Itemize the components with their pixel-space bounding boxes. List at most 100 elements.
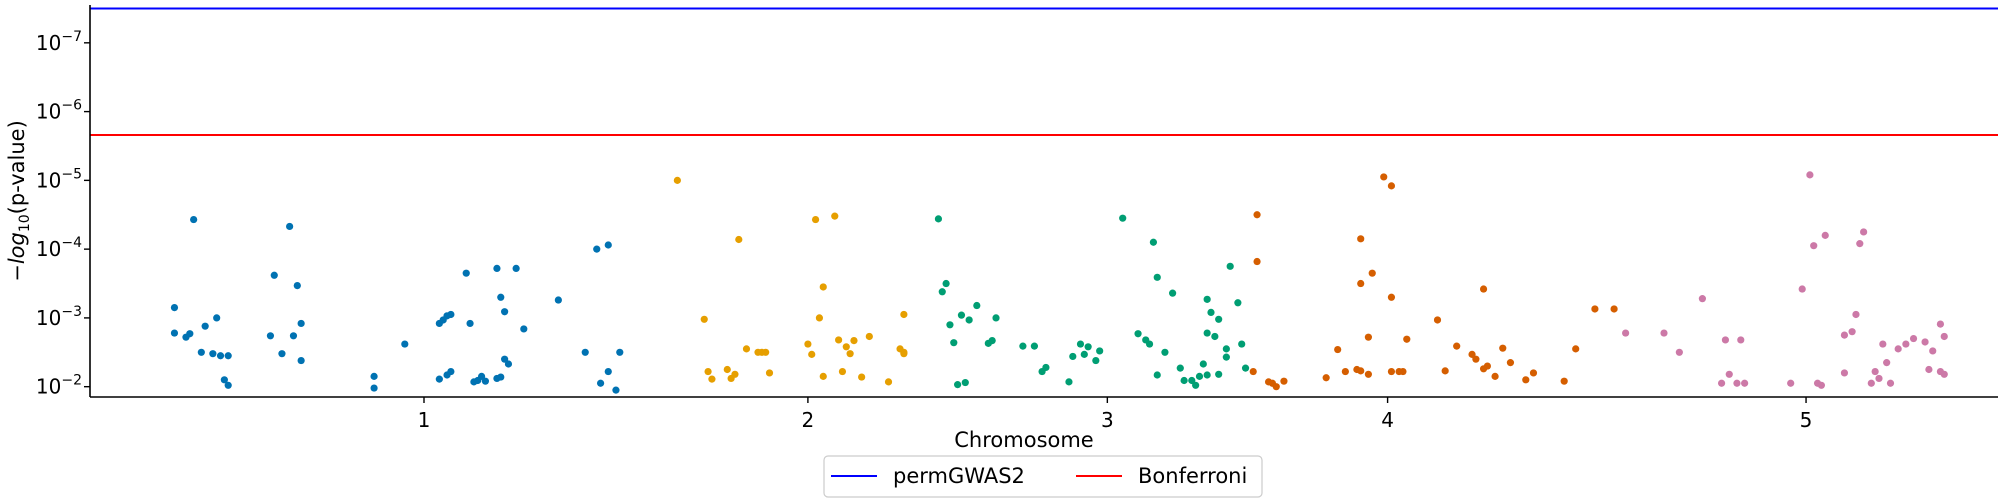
data-point-chr4 <box>1572 345 1580 353</box>
data-point-chr2 <box>731 370 739 378</box>
data-point-chr1 <box>286 222 294 231</box>
data-point-chr5 <box>1733 379 1741 387</box>
data-point-chr5 <box>1909 334 1918 343</box>
data-point-chr5 <box>1806 171 1814 179</box>
data-point-chr3 <box>1176 364 1184 372</box>
data-point-chr3 <box>1076 340 1085 348</box>
data-point-chr3 <box>961 378 969 387</box>
data-point-chr4 <box>1249 367 1257 376</box>
data-point-chr5 <box>1817 381 1826 389</box>
data-point-chr1 <box>370 384 378 392</box>
data-point-chr3 <box>1195 372 1204 380</box>
data-point-chr4 <box>1341 367 1349 376</box>
data-point-chr5 <box>1737 336 1745 344</box>
data-point-chr1 <box>297 319 305 328</box>
data-point-chr3 <box>1092 356 1100 365</box>
data-point-chr1 <box>447 310 455 319</box>
data-point-chr4 <box>1387 182 1396 190</box>
data-point-chr3 <box>1149 238 1158 246</box>
data-point-chr4 <box>1529 369 1538 377</box>
data-point-chr2 <box>708 375 716 383</box>
data-point-chr3 <box>957 311 966 319</box>
data-point-chr2 <box>700 315 708 323</box>
data-point-chr1 <box>170 303 179 312</box>
data-point-chr3 <box>1215 370 1223 378</box>
data-point-chr2 <box>765 369 774 377</box>
data-point-chr3 <box>1199 360 1207 368</box>
data-point-chr2 <box>850 337 858 345</box>
data-point-chr1 <box>186 330 194 338</box>
data-point-chr1 <box>477 372 486 380</box>
data-point-chr4 <box>1610 305 1618 313</box>
data-point-chr1 <box>201 322 209 330</box>
data-point-chr5 <box>1787 379 1795 387</box>
data-point-chr3 <box>1084 343 1092 351</box>
data-point-chr3 <box>973 301 981 310</box>
data-point-chr1 <box>497 293 505 301</box>
data-point-chr3 <box>965 316 973 324</box>
data-point-chr1 <box>216 352 225 360</box>
data-point-chr3 <box>1234 299 1242 307</box>
y-tick-label: 10−6 <box>36 98 82 124</box>
data-point-chr1 <box>297 356 305 365</box>
data-point-chr5 <box>1622 329 1630 337</box>
data-point-chr4 <box>1357 279 1365 288</box>
data-point-chr5 <box>1867 379 1875 387</box>
data-point-chr2 <box>704 367 712 376</box>
data-point-chr3 <box>1192 381 1200 389</box>
data-point-chr4 <box>1483 362 1492 370</box>
threshold-lines <box>90 7 1998 136</box>
data-point-chr3 <box>1169 289 1177 297</box>
data-point-chr1 <box>593 245 601 253</box>
data-point-chr2 <box>762 348 770 356</box>
data-point-chr5 <box>1940 332 1948 341</box>
data-point-chr1 <box>493 264 501 272</box>
data-point-chr4 <box>1453 342 1461 350</box>
data-point-chr1 <box>462 269 470 277</box>
data-point-chr1 <box>504 360 513 368</box>
data-point-chr2 <box>673 176 681 184</box>
data-point-chr4 <box>1441 367 1449 375</box>
data-point-chr3 <box>1153 273 1161 281</box>
data-point-chr1 <box>435 375 443 383</box>
x-ticks: 1 2 3 4 5 <box>418 397 1812 432</box>
data-point-chr1 <box>197 348 205 356</box>
data-point-chr4 <box>1387 293 1396 301</box>
data-point-chr3 <box>938 288 946 296</box>
data-point-chr1 <box>581 348 589 356</box>
data-point-chr3 <box>1019 342 1027 350</box>
data-point-chr4 <box>1272 383 1280 391</box>
data-point-chr3 <box>942 279 950 288</box>
data-point-chr3 <box>1153 371 1161 379</box>
data-point-chr5 <box>1840 331 1849 339</box>
data-point-chr2 <box>846 350 854 358</box>
data-point-chr4 <box>1506 359 1515 367</box>
data-point-chr3 <box>1080 350 1088 358</box>
data-point-chr2 <box>819 372 827 380</box>
y-ticks: 10−7 10−6 10−5 10−4 10−3 10−2 <box>36 29 90 399</box>
data-point-chr5 <box>1717 379 1726 387</box>
data-point-chr2 <box>858 373 866 381</box>
x-axis-label: Chromosome <box>954 428 1093 452</box>
legend-frame <box>823 455 1263 498</box>
data-point-chr2 <box>804 340 812 348</box>
data-point-chr5 <box>1798 285 1806 293</box>
data-point-chr1 <box>520 325 528 333</box>
data-point-chr1 <box>466 319 474 328</box>
data-point-chr3 <box>1042 363 1050 372</box>
y-tick-label: 10−7 <box>36 29 82 55</box>
data-point-chr5 <box>1741 379 1749 387</box>
data-point-chr4 <box>1479 285 1488 293</box>
data-point-chr1 <box>604 367 612 376</box>
data-point-chr3 <box>1203 329 1211 337</box>
data-point-chr1 <box>370 372 378 380</box>
y-tick-label: 10−4 <box>36 235 82 261</box>
x-tick-label: 2 <box>802 408 815 432</box>
data-point-chr5 <box>1840 369 1849 377</box>
data-point-chr3 <box>1145 340 1154 348</box>
y-tick-label: 10−3 <box>36 304 82 330</box>
data-point-chr1 <box>220 376 228 384</box>
data-point-chr3 <box>1069 352 1077 361</box>
data-point-chr2 <box>735 235 743 244</box>
